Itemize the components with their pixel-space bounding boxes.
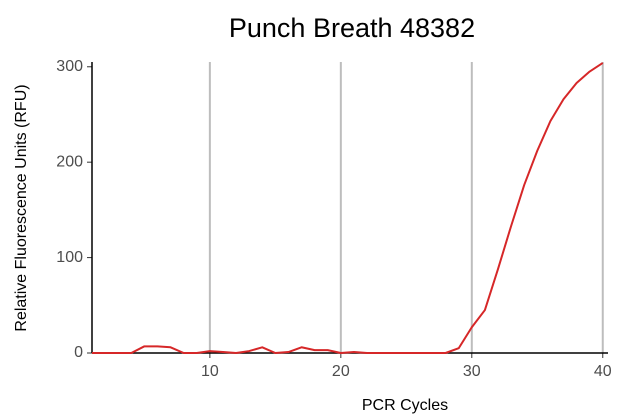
y-tick-label: 300 [56, 58, 83, 75]
x-tick-label: 30 [463, 363, 481, 380]
x-tick-label: 20 [332, 363, 350, 380]
y-axis-label: Relative Fluorescence Units (RFU) [13, 84, 30, 331]
y-tick-label: 200 [56, 153, 83, 170]
x-axis-label: PCR Cycles [362, 397, 448, 414]
x-tick-label: 10 [201, 363, 219, 380]
x-tick-label: 40 [594, 363, 612, 380]
y-tick-label: 100 [56, 249, 83, 266]
data-line [92, 62, 604, 354]
chart-title: Punch Breath 48382 [229, 13, 475, 43]
y-tick-label: 0 [74, 344, 83, 361]
